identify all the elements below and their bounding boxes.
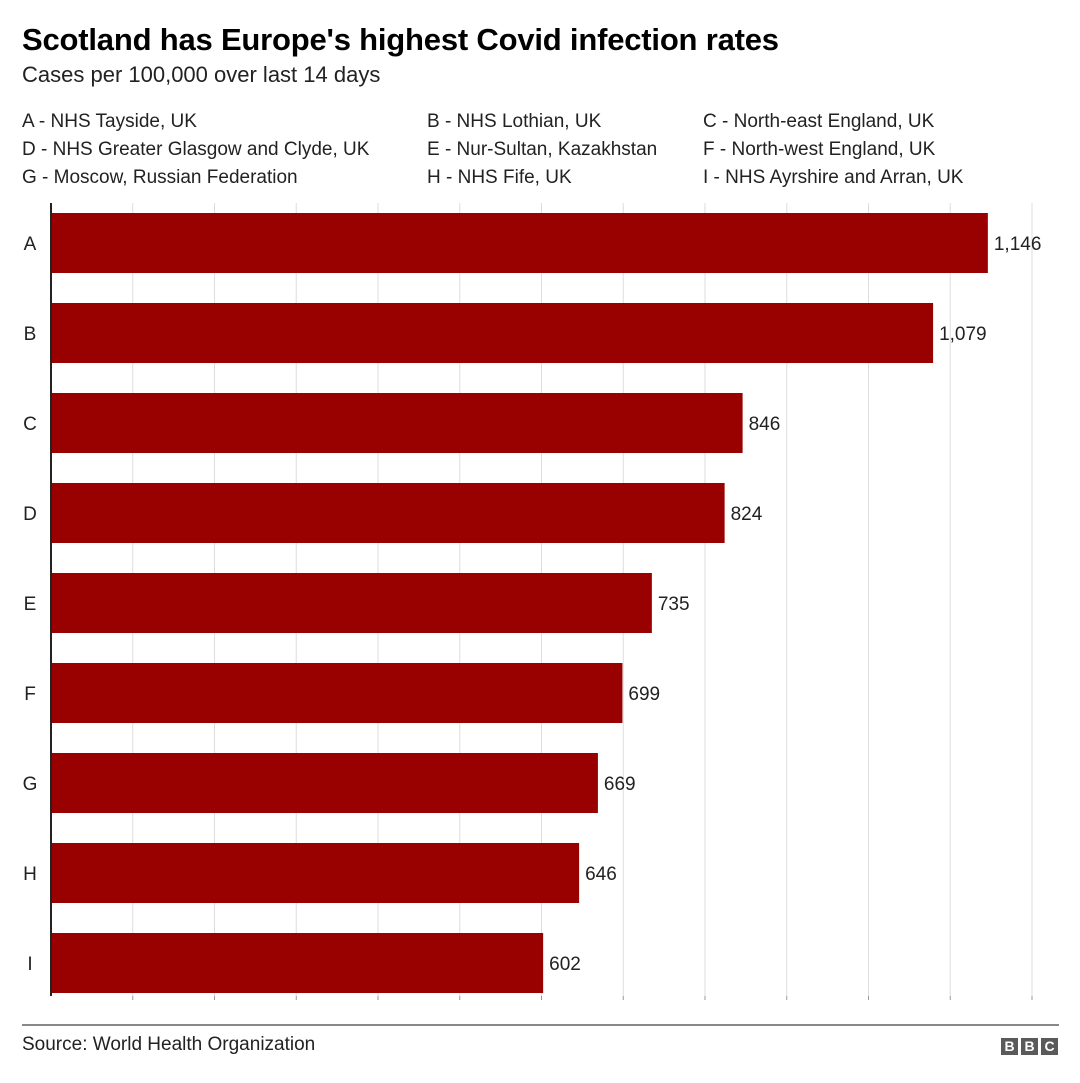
bar-value-label: 669 bbox=[604, 774, 636, 795]
category-label: B bbox=[24, 324, 37, 345]
category-label: I bbox=[27, 954, 32, 975]
bar bbox=[51, 393, 743, 453]
legend-item-i: I - NHS Ayrshire and Arran, UK bbox=[703, 167, 964, 188]
legend-item-g: G - Moscow, Russian Federation bbox=[22, 167, 298, 188]
bar bbox=[51, 303, 934, 363]
bar bbox=[51, 843, 580, 903]
category-label: D bbox=[23, 504, 37, 525]
bar-value-label: 646 bbox=[585, 864, 617, 885]
bar bbox=[51, 663, 623, 723]
legend-item-d: D - NHS Greater Glasgow and Clyde, UK bbox=[22, 139, 370, 160]
logo-letter: B bbox=[1001, 1038, 1018, 1055]
category-label: G bbox=[23, 774, 38, 795]
bar-value-label: 602 bbox=[549, 954, 581, 975]
bar-value-label: 735 bbox=[658, 594, 690, 615]
source-note: Source: World Health Organization bbox=[22, 1034, 316, 1055]
bar bbox=[51, 753, 598, 813]
bar-value-label: 846 bbox=[749, 414, 781, 435]
bar-chart: A 1,146 B 1,079 C 846 D 824 E 735 F 699 G 669 H 646 I 602 bbox=[23, 203, 1042, 1000]
legend-item-b: B - NHS Lothian, UK bbox=[427, 111, 602, 132]
category-label: C bbox=[23, 414, 37, 435]
category-label: A bbox=[24, 234, 37, 255]
legend-item-h: H - NHS Fife, UK bbox=[427, 167, 572, 188]
legend-item-f: F - North-west England, UK bbox=[703, 139, 936, 160]
chart-legend: A - NHS Tayside, UK B - NHS Lothian, UK … bbox=[22, 111, 1062, 195]
bbc-logo: B B C bbox=[1001, 1038, 1058, 1055]
bar bbox=[51, 573, 652, 633]
logo-letter: B bbox=[1021, 1038, 1038, 1055]
bar bbox=[51, 933, 544, 993]
bar bbox=[51, 213, 988, 273]
page-title: Scotland has Europe's highest Covid infe… bbox=[22, 22, 779, 57]
logo-letter: C bbox=[1041, 1038, 1058, 1055]
bar-value-label: 699 bbox=[628, 684, 660, 705]
legend-item-a: A - NHS Tayside, UK bbox=[22, 111, 197, 132]
bar-value-label: 1,146 bbox=[994, 234, 1042, 255]
bar-value-label: 824 bbox=[731, 504, 763, 525]
legend-item-c: C - North-east England, UK bbox=[703, 111, 935, 132]
category-label: H bbox=[23, 864, 37, 885]
footer-divider bbox=[22, 1024, 1059, 1026]
bar bbox=[51, 483, 725, 543]
page-subtitle: Cases per 100,000 over last 14 days bbox=[22, 62, 381, 87]
legend-item-e: E - Nur-Sultan, Kazakhstan bbox=[427, 139, 658, 160]
bar-value-label: 1,079 bbox=[939, 324, 987, 345]
category-label: F bbox=[24, 684, 36, 705]
category-label: E bbox=[24, 594, 37, 615]
